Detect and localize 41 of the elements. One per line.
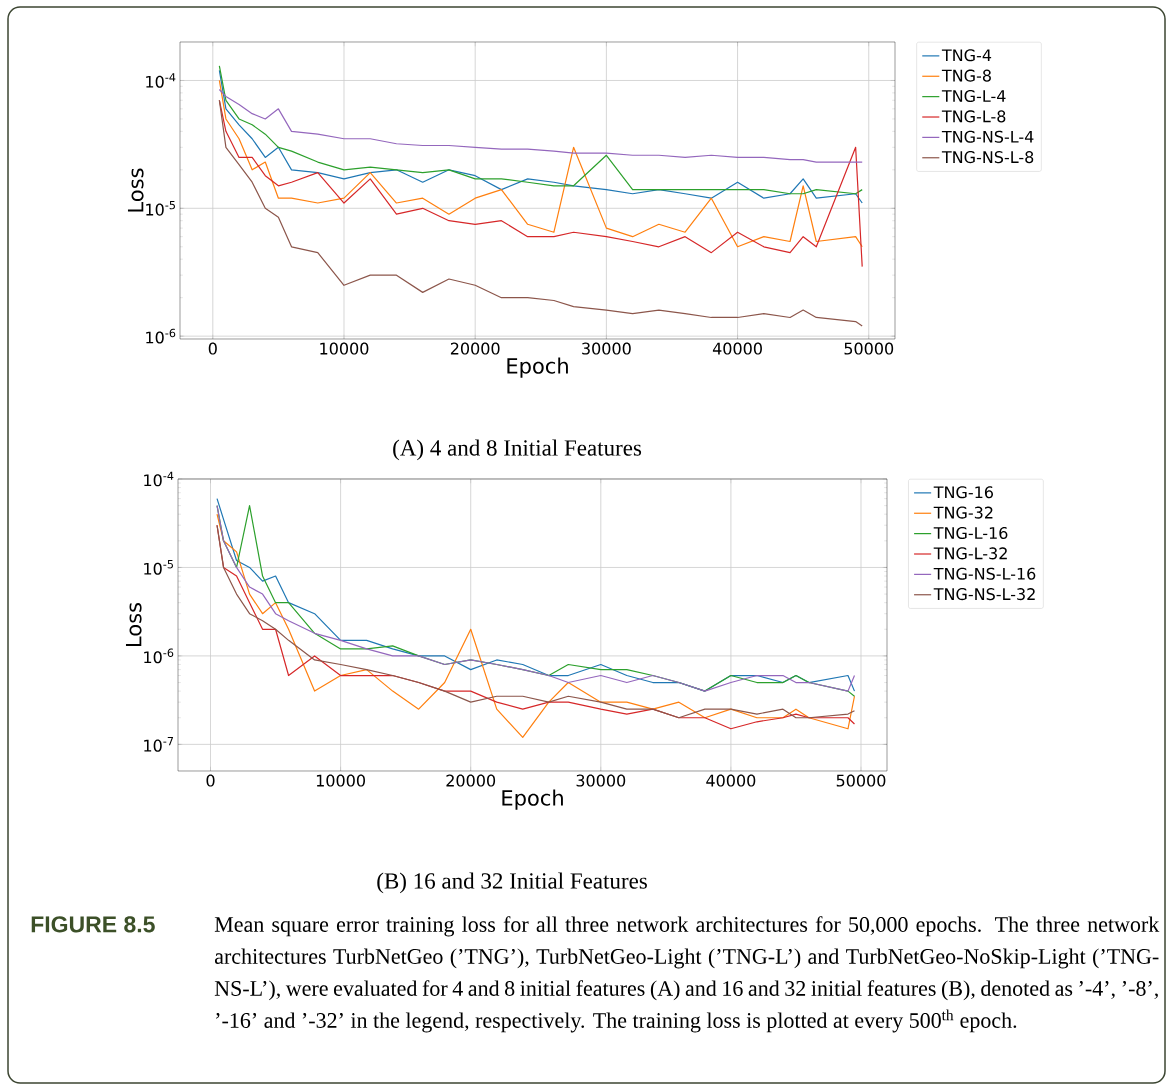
legend-label: TNG-8 xyxy=(941,69,991,82)
y-tick-label: 10$^{-4}$ xyxy=(144,471,174,487)
y-tick-label: 10$^{-5}$ xyxy=(146,200,175,216)
y-axis-title: Loss xyxy=(125,602,142,646)
x-tick-label: 40000 xyxy=(706,774,756,787)
legend-label: TNG-L-16 xyxy=(933,526,1008,540)
legend-label: TNG-L-32 xyxy=(933,547,1007,560)
x-tick-label: 30000 xyxy=(576,774,626,787)
legend-label: TNG-4 xyxy=(941,49,992,62)
x-axis-title: Epoch xyxy=(502,789,563,810)
text: (B) 16 and 32 Initial Features xyxy=(377,872,647,894)
text: Mean square error training loss for all three network architectures for 50,000 epochs. The three network architectures TurbNetGeo (’TNG’), TurbNetGeo-Light (’TNG-L’) and TurbNetGeo-NoSkip-Light (’TNG-NS-L’), were evaluated for 4 and 8 initial features (A) and 16 and 32 initial features (B), denoted as ’-4’, ’-8’, ’-16’ and ’-32’ in the legend, respectively. The training loss is plotted at every 500$^{th}$ epoch. xyxy=(214,916,1160,1033)
legend-label: TNG-NS-L-8 xyxy=(941,151,1034,164)
x-axis-title: Epoch xyxy=(507,357,568,378)
legend-label: TNG-16 xyxy=(933,486,994,499)
line-series xyxy=(218,99,863,327)
x-tick-label: 0 xyxy=(208,342,217,355)
y-tick-label: 10$^{-6}$ xyxy=(146,328,176,344)
legend-label: TNG-32 xyxy=(933,506,993,519)
legend-label: TNG-NS-L-32 xyxy=(933,588,1035,601)
x-tick-label: 0 xyxy=(206,774,215,787)
y-tick-label: 10$^{-5}$ xyxy=(144,560,173,575)
x-tick-label: 10000 xyxy=(320,342,369,355)
x-tick-label: 50000 xyxy=(844,342,894,355)
x-tick-label: 20000 xyxy=(450,342,500,355)
x-tick-label: 10000 xyxy=(316,774,365,787)
legend-label: TNG-NS-L-16 xyxy=(933,567,1036,580)
y-tick-label: 10$^{-7}$ xyxy=(144,737,174,752)
x-tick-label: 20000 xyxy=(446,774,496,787)
legend-label: TNG-L-8 xyxy=(941,110,1006,123)
x-tick-label: 30000 xyxy=(582,342,631,355)
x-tick-label: 40000 xyxy=(712,342,762,355)
line-series xyxy=(218,79,863,248)
y-tick-label: 10$^{-4}$ xyxy=(146,73,176,88)
legend-label: TNG-NS-L-4 xyxy=(941,130,1034,143)
y-axis-title: Loss xyxy=(127,168,144,212)
text: (A) 4 and 8 Initial Features xyxy=(393,439,642,461)
y-tick-label: 10$^{-6}$ xyxy=(144,648,174,664)
caption: FIGURE 8.5 xyxy=(31,916,155,933)
legend-label: TNG-L-4 xyxy=(941,89,1006,103)
x-tick-label: 50000 xyxy=(836,774,886,787)
